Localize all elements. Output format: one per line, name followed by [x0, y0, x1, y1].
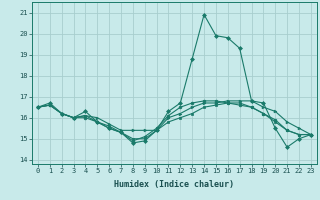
X-axis label: Humidex (Indice chaleur): Humidex (Indice chaleur)	[115, 180, 234, 189]
